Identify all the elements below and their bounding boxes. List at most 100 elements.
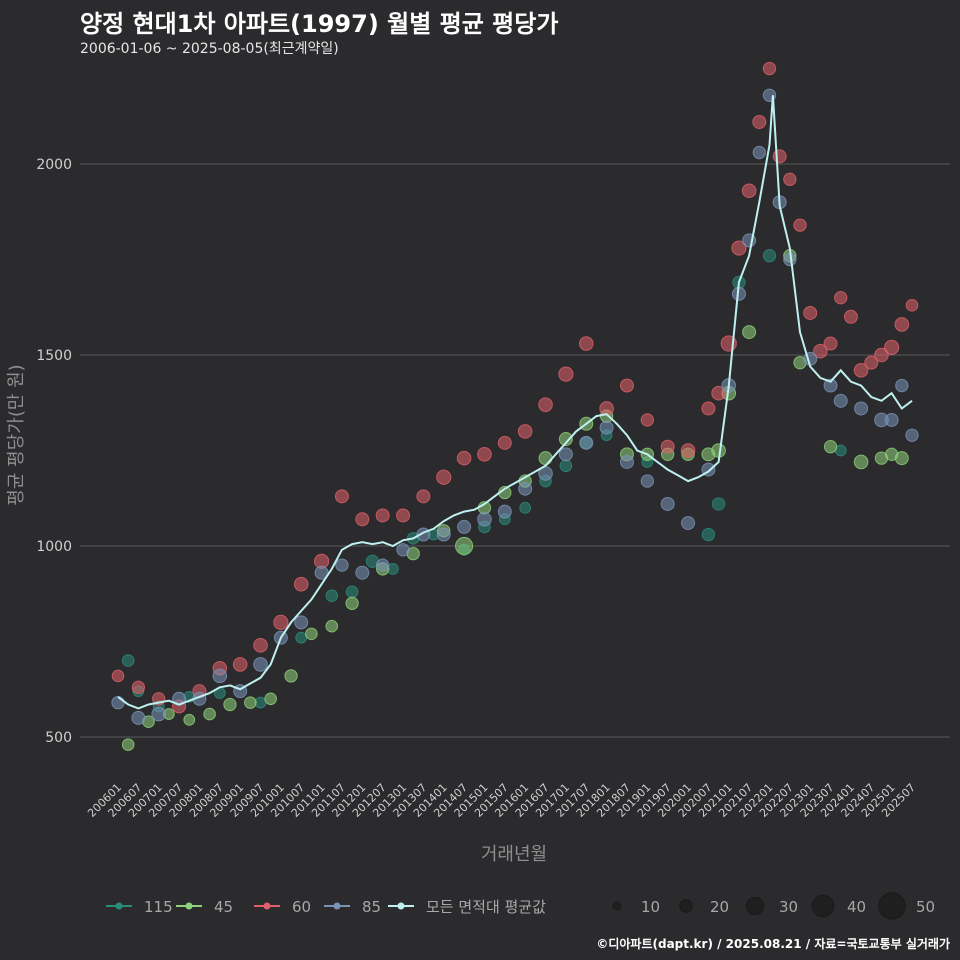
point-60-16 (436, 469, 452, 485)
point-115-7 (325, 589, 339, 602)
point-60-44 (853, 362, 869, 378)
x-tick-labels: 2006012006072007012007072008012008072009… (85, 781, 918, 820)
legend-label-1: 45 (214, 898, 233, 916)
point-60-32 (731, 240, 747, 256)
point-60-19 (497, 435, 512, 450)
point-45-9 (305, 627, 318, 641)
point-85-16 (436, 527, 451, 542)
point-45-11 (345, 596, 359, 610)
point-60-1 (131, 680, 146, 694)
point-60-29 (701, 401, 716, 416)
point-60-7 (253, 638, 268, 653)
point-60-8 (273, 614, 289, 630)
footer-credit: ©디아파트(dapt.kr) / 2025.08.21 / 자료=국토교통부 실… (596, 937, 950, 951)
point-45-19 (538, 451, 553, 466)
point-115-16 (519, 501, 532, 514)
point-85-38 (823, 378, 838, 393)
point-60-18 (477, 447, 492, 462)
size-legend-dot-50 (878, 892, 906, 920)
point-85-39 (833, 393, 848, 408)
y-tick-1000: 1000 (36, 539, 72, 555)
point-85-24 (599, 420, 614, 435)
point-60-9 (293, 576, 309, 592)
y-tick-2000: 2000 (36, 157, 72, 173)
point-85-23 (579, 435, 594, 450)
point-85-14 (396, 543, 410, 557)
point-85-9 (294, 615, 309, 630)
point-60-46 (874, 347, 889, 363)
point-45-6 (244, 696, 257, 709)
size-legend-label-30: 30 (779, 898, 798, 916)
point-85-12 (355, 565, 370, 580)
legend-dot-1 (185, 902, 193, 910)
point-60-6 (232, 657, 248, 672)
legend: 115 45 60 85 모든 면적대 평균값 10 20 30 40 50 (106, 892, 935, 920)
y-tick-1500: 1500 (36, 348, 72, 364)
point-60-11 (334, 489, 349, 504)
point-60-48 (894, 317, 910, 332)
legend-label-2: 60 (292, 898, 311, 916)
point-60-42 (834, 291, 848, 305)
point-115-0 (121, 654, 135, 667)
point-45-15 (455, 536, 474, 556)
point-85-28 (681, 516, 696, 531)
point-60-13 (375, 508, 390, 523)
legend-dot-4 (397, 902, 405, 910)
y-tick-labels: 500 1000 1500 2000 (36, 157, 72, 746)
legend-label-3: 85 (362, 898, 381, 916)
point-60-30 (711, 385, 726, 401)
size-legend-label-40: 40 (847, 898, 866, 916)
point-85-18 (477, 511, 492, 527)
point-85-2 (151, 706, 167, 722)
point-115-18 (559, 459, 573, 473)
point-85-25 (619, 454, 634, 469)
point-85-42 (884, 412, 899, 427)
y-tick-500: 500 (45, 730, 72, 746)
size-legend-label-10: 10 (641, 898, 660, 916)
point-60-28 (680, 443, 696, 458)
point-60-20 (517, 424, 533, 439)
point-85-22 (558, 447, 573, 462)
point-45-0 (121, 738, 135, 751)
point-85-19 (497, 504, 512, 519)
point-85-1 (131, 710, 146, 725)
chart-title: 양정 현대1차 아파트(1997) 월별 평균 평당가 (80, 10, 559, 38)
point-60-35 (762, 61, 777, 76)
point-85-5 (212, 668, 228, 684)
point-60-15 (416, 489, 431, 504)
point-60-17 (456, 450, 472, 466)
legend-dot-0 (115, 902, 123, 910)
point-85-43 (895, 378, 909, 393)
point-45-33 (823, 440, 838, 454)
size-legend-dot-30 (745, 896, 765, 916)
size-legend-label-20: 20 (710, 898, 729, 916)
size-legend-label-50: 50 (916, 898, 935, 916)
point-60-0 (111, 669, 125, 683)
point-60-40 (813, 343, 828, 359)
point-45-7 (264, 692, 277, 706)
point-60-41 (823, 336, 838, 351)
size-legend-dot-40 (811, 894, 835, 918)
point-85-40 (854, 401, 869, 416)
point-45-20 (558, 432, 573, 447)
point-60-27 (660, 439, 675, 454)
point-115-8 (345, 585, 359, 599)
point-45-34 (853, 454, 869, 470)
point-60-39 (803, 305, 818, 320)
point-85-17 (457, 519, 472, 534)
point-85-26 (640, 474, 654, 488)
point-45-8 (284, 669, 298, 683)
size-legend-dot-20 (679, 899, 693, 913)
point-85-0 (111, 695, 125, 710)
point-85-7 (253, 657, 268, 672)
point-115-6 (295, 631, 308, 644)
data-points (111, 61, 919, 751)
point-85-11 (335, 558, 349, 572)
legend-dot-2 (263, 902, 271, 910)
x-axis-title: 거래년월 (481, 844, 547, 865)
grid-lines (80, 163, 950, 738)
point-60-43 (843, 309, 858, 324)
point-60-45 (864, 355, 879, 370)
legend-label-0: 115 (144, 898, 173, 916)
